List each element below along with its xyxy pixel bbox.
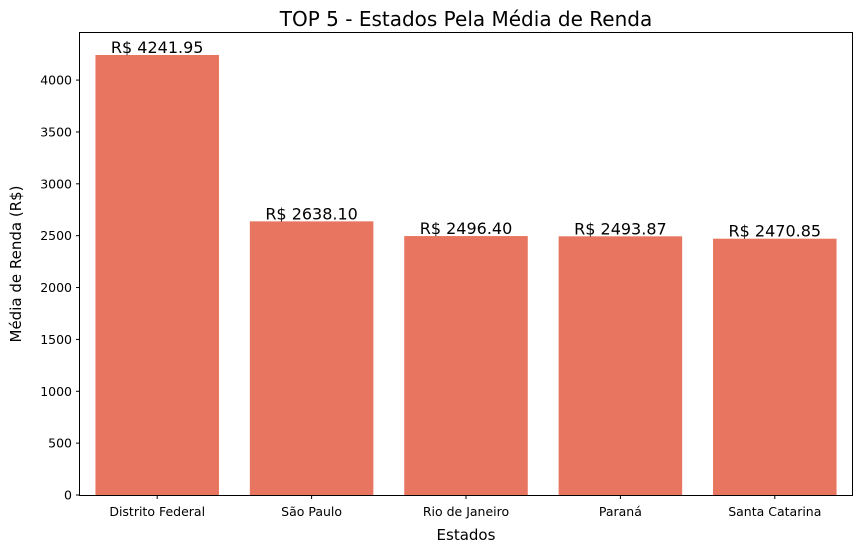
data-label-0: R$ 4241.95 [111, 38, 204, 57]
bar-4 [713, 238, 837, 495]
data-label-2: R$ 2496.40 [420, 219, 513, 238]
plot-frame [79, 32, 853, 496]
y-tick-label-3: 1500 [40, 332, 72, 347]
x-tick-label-0: Distrito Federal [109, 504, 205, 519]
x-tick-label-3: Paraná [599, 504, 642, 519]
y-axis-ticks: 0 500 1000 1500 2000 2500 3000 3500 4000 [40, 73, 80, 503]
x-axis-label: Estados [437, 526, 496, 544]
data-label-4: R$ 2470.85 [729, 222, 822, 241]
chart-title: TOP 5 - Estados Pela Média de Renda [279, 7, 652, 31]
y-tick-label-7: 3500 [40, 124, 72, 139]
bar-1 [249, 221, 374, 496]
x-tick-label-2: Rio de Janeiro [423, 504, 509, 519]
y-tick-label-2: 1000 [40, 384, 72, 399]
data-label-3: R$ 2493.87 [574, 219, 667, 238]
bar-2 [404, 236, 528, 495]
bar-3 [558, 236, 683, 495]
y-tick-label-6: 3000 [40, 176, 72, 191]
bars-group [95, 55, 837, 496]
x-tick-label-4: Santa Catarina [728, 504, 821, 519]
y-tick-label-1: 500 [48, 436, 72, 451]
x-axis-ticks: Distrito Federal São Paulo Rio de Janeiro P… [109, 495, 821, 519]
y-tick-label-0: 0 [64, 488, 72, 503]
y-tick-label-8: 4000 [40, 73, 72, 88]
y-tick-label-5: 2500 [40, 228, 72, 243]
data-labels-group: R$ 4241.95 R$ 2638.10 R$ 2496.40 R$ 2493.87… [111, 38, 821, 241]
x-tick-label-1: São Paulo [281, 504, 342, 519]
bar-0 [95, 55, 219, 495]
data-label-1: R$ 2638.10 [265, 204, 358, 223]
y-tick-label-4: 2000 [40, 280, 72, 295]
y-axis-label: Média de Renda (R$) [7, 186, 25, 343]
